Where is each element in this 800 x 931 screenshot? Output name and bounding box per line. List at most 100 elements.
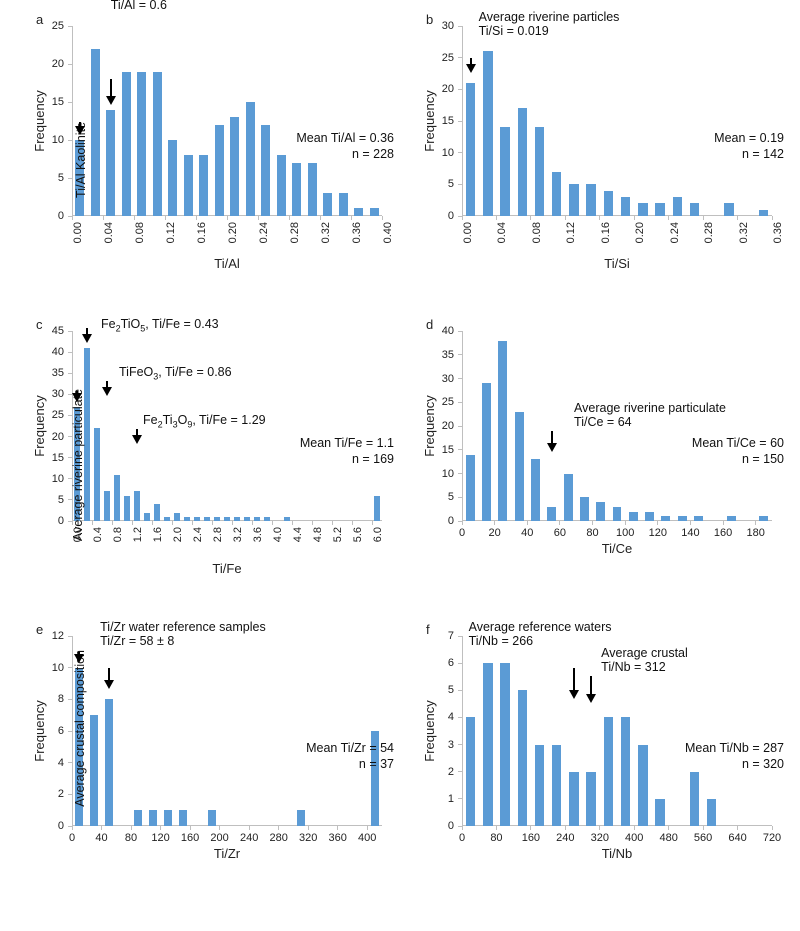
bar	[655, 203, 664, 216]
ytick-label: 30	[442, 373, 454, 385]
xtick-label: 0.12	[565, 222, 577, 243]
bar	[596, 502, 605, 521]
bar	[535, 127, 544, 216]
bar	[629, 512, 638, 522]
xtick-label: 0.36	[351, 222, 363, 243]
bar	[483, 51, 492, 216]
xtick-label: 0.32	[738, 222, 750, 243]
annotation-text: Average riverine particles	[479, 10, 620, 24]
bar	[759, 516, 768, 521]
xlabel: Ti/Si	[604, 256, 630, 271]
ytick-label: 40	[52, 346, 64, 358]
ytick-label: 25	[52, 20, 64, 32]
bar	[297, 810, 305, 826]
bar	[284, 517, 290, 521]
bar	[164, 810, 172, 826]
bar	[569, 184, 578, 216]
bar	[244, 517, 250, 521]
bar	[613, 507, 622, 521]
annotation-text: Ti/Zr water reference samples	[100, 620, 266, 634]
ylabel: Frequency	[422, 395, 437, 456]
xtick-label: 120	[151, 832, 169, 844]
bar	[261, 125, 270, 216]
bar	[137, 72, 146, 216]
ytick-label: 35	[52, 367, 64, 379]
xtick-label: 1.2	[132, 527, 144, 542]
xtick-label: 0	[459, 832, 465, 844]
bar	[215, 125, 224, 216]
xtick-label: 2.8	[212, 527, 224, 542]
annotation-text: Ti/Zr = 58 ± 8	[100, 634, 174, 648]
xlabel: Ti/Zr	[214, 846, 240, 861]
bar	[500, 127, 509, 216]
ytick-label: 2	[448, 766, 454, 778]
bar	[122, 72, 131, 216]
xtick-label: 80	[586, 527, 598, 539]
ytick-label: 20	[52, 431, 64, 443]
bar	[586, 184, 595, 216]
bar	[144, 513, 150, 521]
xtick-label: 160	[714, 527, 732, 539]
bar	[535, 745, 544, 826]
mean-label: Mean Ti/Al = 0.36	[296, 131, 394, 145]
bar	[339, 193, 348, 216]
bar	[655, 799, 664, 826]
ytick-label: 40	[442, 325, 454, 337]
bar	[531, 459, 540, 521]
xtick-label: 100	[616, 527, 634, 539]
panel-letter: a	[36, 12, 43, 27]
bar	[292, 163, 301, 216]
bar	[208, 810, 216, 826]
bar	[168, 140, 177, 216]
ytick-label: 4	[448, 711, 454, 723]
bar	[759, 210, 768, 216]
bar	[564, 474, 573, 522]
bar	[690, 772, 699, 826]
bar	[246, 102, 255, 216]
bar	[323, 193, 332, 216]
annotation-text: Ti/Si = 0.019	[479, 24, 549, 38]
bar	[370, 208, 379, 216]
annotation-text: Fe2TiO5, Ti/Fe = 0.43	[101, 317, 219, 334]
panel-letter: b	[426, 12, 433, 27]
xtick-label: 280	[269, 832, 287, 844]
bar	[114, 475, 120, 521]
bar	[707, 799, 716, 826]
ytick-label: 12	[52, 630, 64, 642]
panel-letter: e	[36, 622, 43, 637]
xtick-label: 6.0	[372, 527, 384, 542]
xtick-label: 320	[299, 832, 317, 844]
bar	[264, 517, 270, 521]
xtick-label: 0.04	[103, 222, 115, 243]
panel-letter: f	[426, 622, 430, 637]
n-label: n = 150	[742, 452, 784, 466]
ytick-label: 5	[58, 494, 64, 506]
ytick-label: 10	[52, 662, 64, 674]
plot-area: 05101520250.000.040.080.120.160.200.240.…	[72, 26, 382, 216]
mean-label: Mean Ti/Fe = 1.1	[300, 436, 394, 450]
ytick-label: 15	[52, 452, 64, 464]
bar	[134, 491, 140, 521]
xtick-label: 720	[763, 832, 781, 844]
xtick-label: 0.4	[92, 527, 104, 542]
ytick-label: 10	[442, 468, 454, 480]
annotation-vertical: Average riverine particulate	[71, 389, 85, 541]
bar	[604, 717, 613, 826]
arrow-icon	[102, 381, 112, 395]
bar	[690, 203, 699, 216]
ytick-label: 4	[58, 757, 64, 769]
bar	[500, 663, 509, 826]
bar	[604, 191, 613, 216]
annotation-vertical: Average crustal composition	[73, 650, 87, 807]
bar	[661, 516, 670, 521]
n-label: n = 142	[742, 147, 784, 161]
bar	[580, 497, 589, 521]
bar	[230, 117, 239, 216]
arrow-icon	[569, 668, 579, 698]
ytick-label: 15	[52, 96, 64, 108]
xtick-label: 0.00	[72, 222, 84, 243]
ytick-label: 35	[442, 349, 454, 361]
annotation-text: TiFeO3, Ti/Fe = 0.86	[119, 365, 232, 382]
arrow-icon	[72, 391, 82, 401]
arrow-icon	[586, 676, 596, 702]
